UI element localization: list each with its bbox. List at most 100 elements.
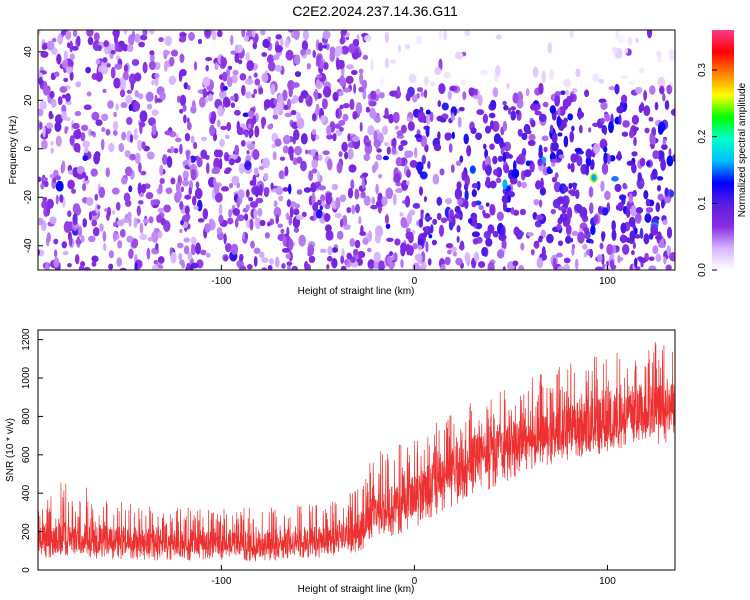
spectrogram-cell — [146, 247, 151, 260]
spectrogram-cell — [533, 199, 540, 206]
spectrogram-cell — [539, 113, 547, 123]
spectrogram-cell — [158, 265, 164, 269]
spectrogram-cell — [285, 212, 290, 220]
spectrogram-cell — [565, 224, 572, 235]
spectrogram-cell — [590, 225, 596, 235]
spectrogram-cell — [311, 129, 317, 136]
spectrogram-cell — [521, 132, 528, 141]
spectrogram-cell — [300, 48, 307, 56]
spectrogram-cell — [603, 264, 610, 270]
spectrogram-cell — [146, 151, 155, 160]
spectrogram-cell — [382, 155, 389, 161]
spectrogram-cell — [134, 90, 139, 98]
spectrogram-cell — [67, 179, 75, 190]
spectrogram-cell — [428, 234, 433, 239]
spectrogram-cell — [531, 249, 535, 256]
spectrogram-cell — [283, 145, 289, 154]
spectrogram-cell — [191, 100, 196, 112]
spectrogram-cell — [375, 225, 383, 238]
spectrogram-cell — [504, 207, 513, 213]
spectrogram-cell — [222, 86, 228, 91]
spectrogram-cell — [102, 57, 108, 63]
spectrogram-cell — [278, 195, 284, 202]
spectrogram-cell — [323, 86, 332, 98]
spectrogram-cell — [134, 262, 138, 270]
spectrogram-cell — [542, 101, 549, 108]
spectrogram-cell — [69, 236, 73, 247]
spectrogram-cell — [41, 139, 48, 150]
spectrogram-cell — [279, 156, 286, 161]
spectrogram-cell — [620, 222, 627, 234]
spectrogram-cell — [129, 134, 133, 143]
spectrogram-cell — [202, 88, 207, 99]
spectrogram-cell — [80, 132, 86, 142]
spectrogram-cell — [567, 163, 571, 170]
spectrogram-cell — [244, 131, 249, 138]
spectrogram-cell — [127, 44, 134, 52]
spectrogram-cell — [216, 149, 223, 158]
spectrogram-cell — [164, 36, 172, 46]
spectrogram-cell — [277, 223, 283, 228]
spectrogram-cell — [128, 185, 133, 193]
spectrogram-cell — [97, 205, 101, 210]
spectrogram-cell — [541, 246, 546, 259]
spectrogram-cell — [195, 242, 201, 255]
spectrogram-cell — [365, 141, 371, 147]
spectrogram-cell — [339, 37, 345, 45]
spectrogram-cell — [303, 30, 309, 41]
y-tick-label: -40 — [23, 238, 34, 253]
spectrogram-cell — [436, 196, 442, 206]
spectrogram-cell — [198, 38, 202, 45]
spectrogram-cell — [608, 86, 616, 91]
spectrogram-cell — [222, 96, 230, 108]
spectrogram-cell — [550, 158, 557, 163]
spectrogram-cell — [432, 219, 438, 225]
spectrogram-cell — [305, 149, 309, 155]
spectrogram-cell — [134, 72, 142, 82]
spectrogram-cell — [244, 213, 249, 221]
spectrogram-cell — [145, 192, 154, 200]
spectrogram-cell — [153, 228, 160, 233]
spectrogram-cell — [635, 37, 639, 43]
spectrogram-cell — [52, 37, 57, 43]
spectrogram-cell — [120, 229, 126, 238]
spectrogram-cell — [570, 93, 574, 103]
spectrogram-cell — [49, 90, 55, 99]
spectrogram-cell — [259, 220, 266, 226]
spectrogram-cell — [339, 104, 344, 110]
spectrogram-cell — [419, 171, 428, 180]
spectrogram-cell — [492, 87, 499, 98]
spectrogram-cell — [364, 35, 372, 42]
spectrogram-cell — [134, 33, 141, 43]
spectrogram-cell — [163, 50, 171, 55]
spectrogram-cell — [159, 178, 165, 184]
spectrogram-cell — [200, 149, 207, 159]
spectrogram-cell — [170, 177, 176, 185]
spectrogram-cell — [575, 189, 580, 199]
spectrogram-cell — [261, 52, 268, 57]
spectrogram-cell — [639, 227, 644, 240]
spectrogram-cell — [658, 121, 666, 133]
spectrogram-cell — [657, 56, 662, 63]
spectrogram-cell — [468, 87, 474, 96]
spectrogram-cell — [323, 62, 329, 70]
spectrogram-x-ticks: -100 0 100 — [211, 265, 616, 287]
spectrogram-cell — [61, 30, 66, 36]
spectrogram-cell — [241, 30, 246, 38]
spectrogram-cell — [354, 188, 360, 200]
spectrogram-cell — [289, 99, 296, 104]
spectrogram-cell — [348, 164, 357, 173]
spectrogram-cell — [149, 50, 155, 56]
spectrogram-cell — [439, 168, 445, 176]
spectrogram-cell — [216, 227, 223, 235]
spectrogram-cell — [214, 62, 219, 70]
spectrogram-cell — [288, 183, 292, 195]
x-tick-label: 100 — [599, 576, 616, 587]
spectrogram-cell — [348, 43, 357, 54]
spectrogram-cell — [114, 33, 118, 45]
spectrogram-cell — [267, 124, 273, 130]
spectrogram-cell — [326, 134, 333, 140]
spectrogram-cell — [158, 183, 163, 193]
spectrogram-cell — [470, 127, 477, 134]
